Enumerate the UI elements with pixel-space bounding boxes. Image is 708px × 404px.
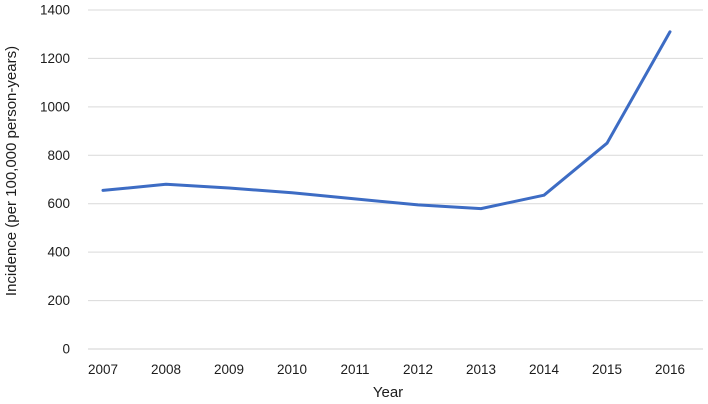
x-tick-label: 2011	[340, 362, 369, 377]
y-axis-title: Incidence (per 100,000 person-years)	[3, 46, 20, 296]
y-tick-label: 600	[47, 196, 70, 211]
y-tick-label: 200	[47, 293, 70, 308]
y-tick-label: 1000	[40, 99, 70, 114]
x-axis-title: Year	[373, 384, 403, 401]
y-axis-tick-labels: 0 200 400 600 800 1000 1200 1400	[40, 3, 70, 357]
x-tick-label: 2009	[214, 362, 244, 377]
incidence-series-line	[101, 30, 672, 211]
x-tick-label: 2008	[151, 362, 181, 377]
y-tick-label: 800	[47, 148, 70, 163]
x-tick-label: 2012	[403, 362, 433, 377]
x-tick-label: 2014	[529, 362, 560, 377]
x-tick-label: 2016	[655, 362, 685, 377]
x-tick-label: 2013	[466, 362, 496, 377]
gridlines	[88, 9, 703, 350]
y-tick-label: 400	[47, 245, 70, 260]
y-tick-label: 0	[62, 342, 70, 357]
x-tick-label: 2015	[592, 362, 622, 377]
y-tick-label: 1400	[40, 3, 70, 18]
y-tick-label: 1200	[40, 51, 70, 66]
x-axis-tick-labels: 2007 2008 2009 2010 2011 2012 2013 2014 2015 2016	[88, 362, 685, 377]
x-tick-label: 2010	[277, 362, 307, 377]
x-tick-label: 2007	[88, 362, 118, 377]
